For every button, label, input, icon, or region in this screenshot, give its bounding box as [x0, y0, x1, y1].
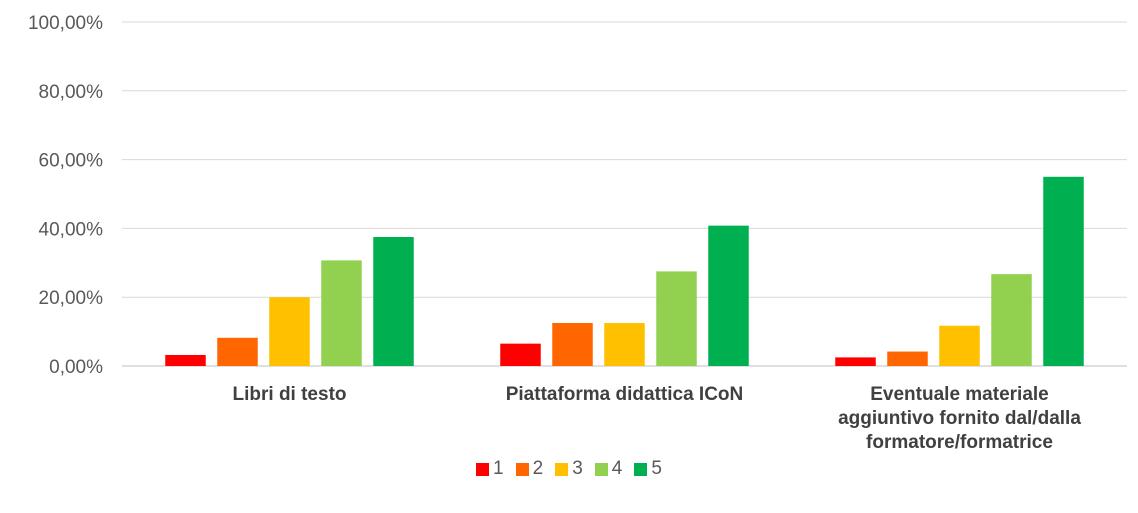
y-tick-label: 80,00%: [39, 82, 104, 103]
bar-series-4: [991, 274, 1032, 366]
y-tick-label: 0,00%: [49, 357, 103, 378]
bar-series-3: [604, 323, 645, 366]
bar-series-1: [165, 354, 206, 366]
bar-series-3: [269, 297, 310, 366]
bar-chart: 0,00% 20,00% 40,00% 60,00% 80,00% 100,00% Libr…: [28, 13, 1127, 450]
bar-series-3: [939, 325, 980, 366]
legend-item: 3: [555, 458, 583, 480]
category-label-line: Libri di testo: [233, 384, 347, 405]
bar-series-1: [500, 343, 541, 366]
legend-swatch: [476, 462, 490, 476]
legend-label: 3: [572, 458, 583, 479]
legend-label: 4: [611, 458, 623, 479]
category-label: Piattaforma didattica ICoN: [506, 384, 744, 405]
bar-series-5: [1043, 176, 1084, 366]
legend-item: 4: [594, 458, 623, 480]
bar-series-4: [656, 271, 697, 366]
category-label-line: Piattaforma didattica ICoN: [506, 384, 744, 405]
y-tick-label: 60,00%: [39, 151, 104, 172]
y-tick-label: 40,00%: [39, 219, 104, 240]
legend-label: 5: [651, 458, 662, 479]
category-label-line: aggiuntivo fornito dal/dalla: [838, 408, 1081, 429]
legend-item: 1: [476, 458, 504, 480]
category-label: Libri di testo: [233, 384, 347, 405]
y-tick-label: 20,00%: [39, 288, 104, 309]
legend-label: 2: [532, 458, 544, 479]
bar-series-2: [217, 337, 258, 366]
legend-item: 2: [515, 458, 544, 480]
category-label-line: formatore/formatrice: [866, 432, 1053, 450]
bar-series-2: [552, 323, 593, 366]
bar-series-5: [708, 225, 749, 366]
y-tick-label: 100,00%: [28, 13, 103, 34]
bar-series-2: [887, 351, 928, 366]
category-label-line: Eventuale materiale: [870, 384, 1048, 405]
legend-label: 1: [493, 458, 504, 479]
legend-swatch: [555, 462, 569, 476]
legend-swatch: [634, 462, 648, 476]
legend-swatch: [594, 462, 608, 476]
bar-series-5: [373, 237, 414, 366]
legend: 1 2 3 4 5: [0, 455, 1138, 483]
bar-series-1: [835, 357, 876, 366]
bar-series-4: [321, 260, 362, 366]
category-label: Eventuale materiale aggiuntivo fornito da…: [838, 384, 1081, 450]
legend-item: 5: [634, 458, 662, 480]
legend-swatch: [515, 462, 529, 476]
